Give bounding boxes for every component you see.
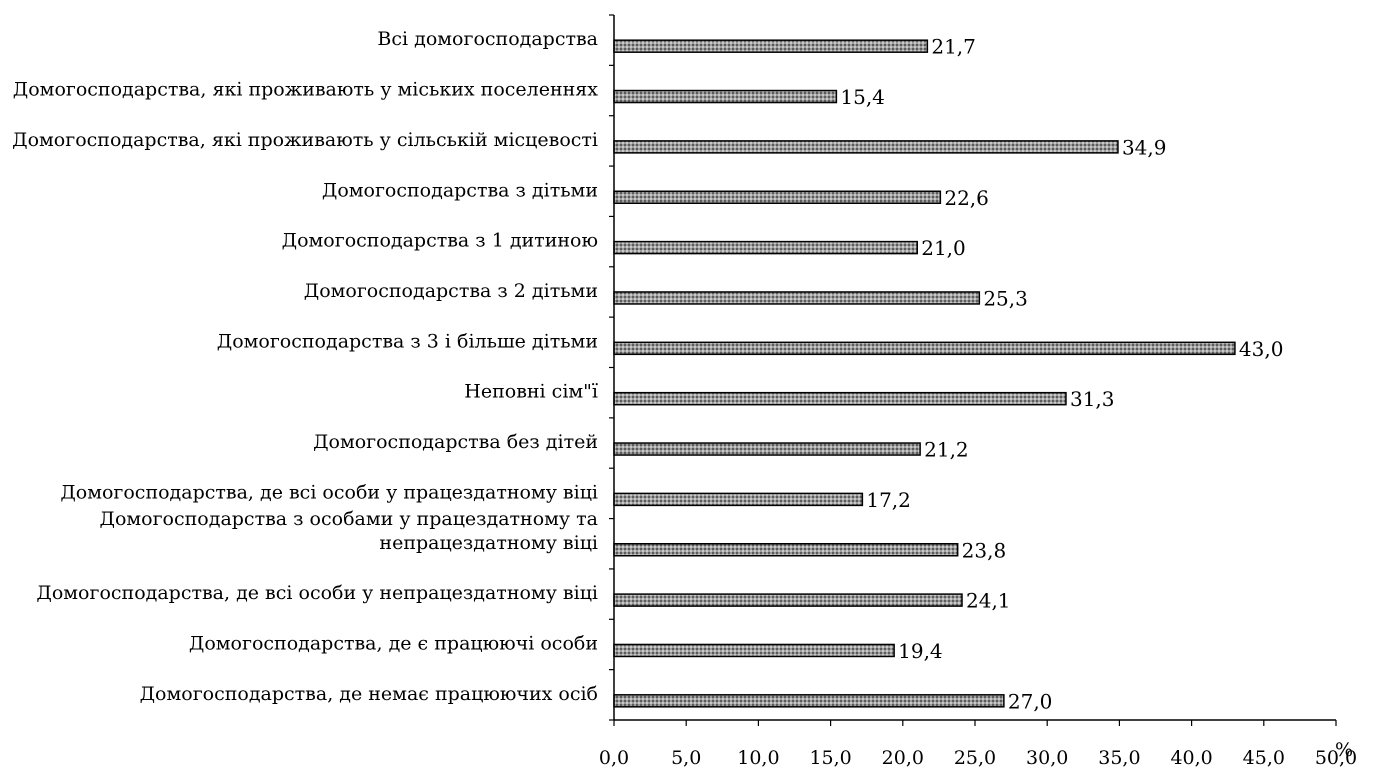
bar — [613, 341, 1236, 356]
bar — [613, 190, 942, 204]
category-label: Всі домогосподарства — [377, 28, 598, 50]
axes — [609, 14, 1337, 726]
data-label: 17,2 — [866, 488, 911, 512]
x-tick-label: 50,0 — [1315, 747, 1357, 769]
category-label: Домогосподарства, де всі особи у непраце… — [36, 582, 598, 604]
x-tick-label: 20,0 — [882, 747, 924, 769]
bar — [613, 593, 963, 607]
category-label: Домогосподарства з 3 і більше дітьми — [217, 330, 598, 352]
bar — [613, 492, 864, 507]
category-label: Домогосподарства, де всі особи у працезд… — [60, 481, 598, 503]
data-label: 27,0 — [1008, 689, 1053, 713]
bar — [613, 291, 981, 305]
bar — [613, 391, 1067, 406]
x-tick-label: 45,0 — [1243, 747, 1285, 769]
x-tick-label: 35,0 — [1098, 747, 1140, 769]
data-label: 31,3 — [1070, 387, 1115, 411]
bar — [613, 543, 959, 557]
data-label: 23,8 — [962, 538, 1007, 562]
data-label: 25,3 — [983, 286, 1028, 310]
category-label: Домогосподарства, які проживають у сільс… — [12, 129, 598, 151]
category-label: Домогосподарства, де немає працюючих осі… — [140, 683, 598, 705]
category-label: Домогосподарства без дітей — [313, 431, 598, 453]
data-label: 24,1 — [966, 589, 1011, 613]
x-tick-label: 5,0 — [671, 747, 701, 769]
bar — [613, 442, 921, 456]
x-unit-label: % — [1335, 739, 1353, 761]
data-label: 19,4 — [898, 639, 943, 663]
data-label: 22,6 — [944, 186, 989, 210]
x-tick-label: 30,0 — [1026, 747, 1068, 769]
category-label: Домогосподарства, які проживають у міськ… — [13, 79, 598, 101]
category-label: Неповні сім"ї — [464, 381, 598, 403]
data-label: 21,7 — [931, 35, 976, 59]
x-tick-label: 15,0 — [809, 747, 851, 769]
labels-layer: Всі домогосподарства 21,7 Домогосподарства… — [12, 28, 1357, 769]
category-label: Домогосподарства з 2 дітьми — [304, 280, 598, 302]
data-label: 21,2 — [924, 438, 969, 462]
data-label: 21,0 — [921, 236, 966, 260]
category-label: Домогосподарства з 1 дитиною — [282, 230, 598, 252]
data-label: 43,0 — [1239, 337, 1284, 361]
data-label: 15,4 — [840, 85, 885, 109]
bar — [613, 240, 918, 255]
x-tick-label: 0,0 — [599, 747, 629, 769]
bar — [613, 140, 1119, 154]
category-label: непрацездатному віці — [379, 532, 598, 554]
category-label: Домогосподарства, де є працюючі особи — [189, 632, 598, 654]
bar — [613, 89, 838, 104]
x-tick-label: 25,0 — [954, 747, 996, 769]
bar — [613, 694, 1005, 708]
x-tick-label: 10,0 — [737, 747, 779, 769]
category-label: Домогосподарства з особами у працездатно… — [100, 508, 599, 530]
x-tick-label: 40,0 — [1170, 747, 1212, 769]
bar — [613, 643, 895, 658]
bar — [613, 39, 929, 53]
category-label: Домогосподарства з дітьми — [322, 179, 598, 201]
data-label: 34,9 — [1122, 135, 1167, 159]
